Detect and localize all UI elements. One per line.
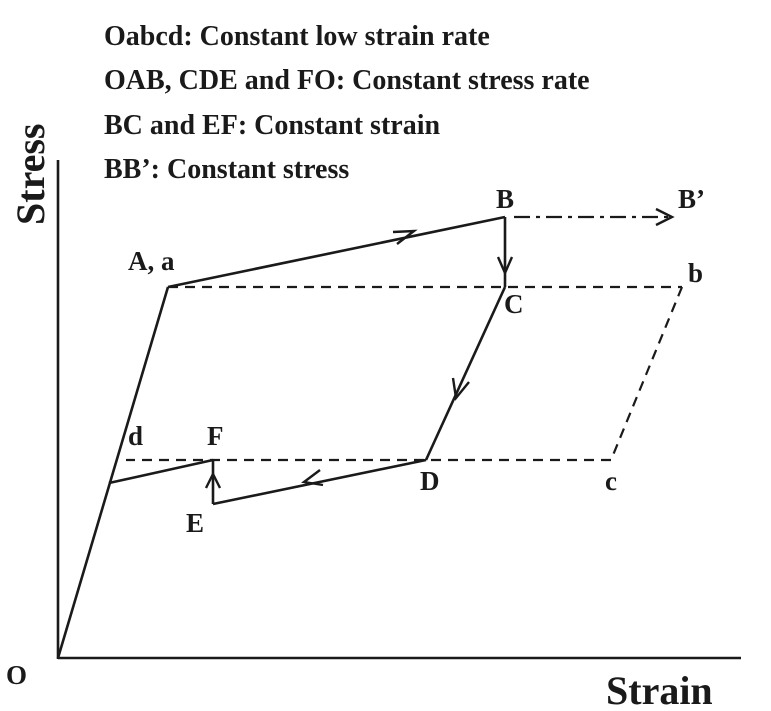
label-d-lower: d [128, 421, 143, 451]
arrow-d-e [301, 469, 324, 487]
loading-path [56, 215, 507, 659]
label-e: E [186, 508, 204, 538]
constant-low-strain-rate-path [126, 285, 684, 462]
legend: Oabcd: Constant low strain rate OAB, CDE… [104, 21, 590, 185]
dashed-line-b-c [609, 286, 684, 461]
arrow-c-d [451, 377, 470, 401]
x-axis-title: Strain [606, 668, 713, 711]
constant-stress-path [514, 207, 675, 227]
label-a: A, a [128, 246, 175, 276]
y-axis-title: Stress [8, 124, 53, 225]
arrow-e-f [204, 471, 222, 489]
label-d: D [420, 466, 440, 496]
segment-d-e [212, 458, 427, 506]
legend-line-bb-prime: BB’: Constant stress [104, 154, 349, 185]
label-b-lower: b [688, 258, 703, 288]
label-b: B [496, 184, 514, 214]
point-labels: O A, a B B’ b C D c d F E [6, 184, 705, 690]
segment-a-b [167, 215, 506, 289]
label-c: C [504, 289, 524, 319]
arrow-a-b [392, 229, 418, 245]
arrow-b-c [496, 256, 514, 276]
axes: Stress Strain [8, 124, 741, 711]
segment-o-a [56, 286, 170, 659]
label-o: O [6, 660, 27, 690]
segment-c-d [424, 286, 507, 461]
label-c-lower: c [605, 466, 617, 496]
segment-f-o [108, 458, 214, 485]
direction-arrows [204, 229, 514, 489]
label-f: F [207, 421, 224, 451]
legend-line-oabcd: Oabcd: Constant low strain rate [104, 21, 490, 52]
bprime-arrowhead [655, 207, 675, 227]
legend-line-oab-cde-fo: OAB, CDE and FO: Constant stress rate [104, 65, 590, 96]
legend-line-bc-ef: BC and EF: Constant strain [104, 110, 440, 141]
label-b-prime: B’ [678, 184, 705, 214]
